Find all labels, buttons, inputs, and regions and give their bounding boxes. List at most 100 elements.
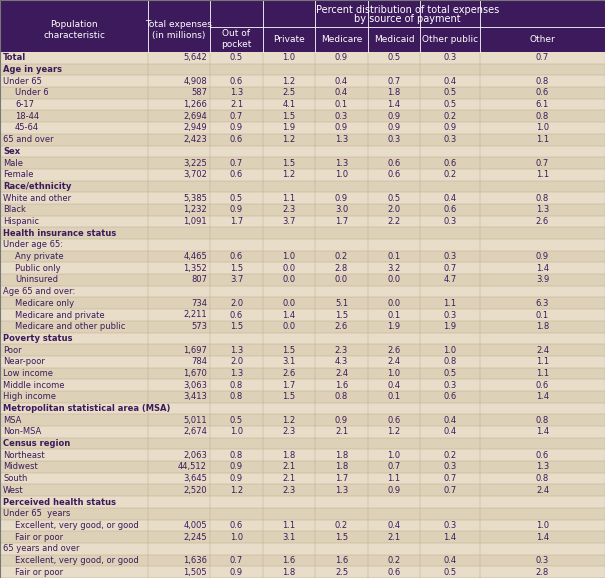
Text: 1.3: 1.3 <box>536 205 549 214</box>
Bar <box>0 204 605 216</box>
Text: 1.2: 1.2 <box>283 171 296 179</box>
Text: 1.8: 1.8 <box>335 462 348 472</box>
Bar <box>0 438 605 450</box>
Bar <box>0 321 605 332</box>
Text: 1.3: 1.3 <box>335 486 348 495</box>
Text: 0.7: 0.7 <box>443 264 457 273</box>
Text: 0.8: 0.8 <box>230 451 243 460</box>
Text: Other: Other <box>529 35 555 43</box>
Text: 1.0: 1.0 <box>335 171 348 179</box>
Bar <box>0 286 605 298</box>
Text: West: West <box>3 486 24 495</box>
Text: 1,232: 1,232 <box>183 205 207 214</box>
Text: 5,011: 5,011 <box>183 416 207 425</box>
Text: Middle income: Middle income <box>3 381 65 390</box>
Text: 0.5: 0.5 <box>443 88 457 98</box>
Text: 2,694: 2,694 <box>183 112 207 121</box>
Text: Female: Female <box>3 171 33 179</box>
Text: High income: High income <box>3 392 56 401</box>
Text: 3.9: 3.9 <box>536 276 549 284</box>
Text: 1.3: 1.3 <box>536 462 549 472</box>
Text: 2.3: 2.3 <box>283 486 296 495</box>
Text: 1.2: 1.2 <box>283 416 296 425</box>
Text: Medicaid: Medicaid <box>374 35 414 43</box>
Text: 3.1: 3.1 <box>283 532 296 542</box>
Text: 1.5: 1.5 <box>283 392 296 401</box>
Text: 0.9: 0.9 <box>230 462 243 472</box>
Text: 1.1: 1.1 <box>536 357 549 366</box>
Text: 0.7: 0.7 <box>387 77 401 86</box>
Text: Total expenses
(in millions): Total expenses (in millions) <box>146 20 212 40</box>
Text: 1.8: 1.8 <box>536 322 549 331</box>
Text: 0.6: 0.6 <box>387 171 401 179</box>
Text: Non-MSA: Non-MSA <box>3 427 41 436</box>
Text: 0.0: 0.0 <box>387 276 401 284</box>
Text: 0.1: 0.1 <box>335 100 348 109</box>
Text: 1.9: 1.9 <box>443 322 457 331</box>
Text: 0.7: 0.7 <box>443 486 457 495</box>
Text: 1.4: 1.4 <box>387 100 401 109</box>
Text: 18-44: 18-44 <box>15 112 39 121</box>
Text: 1.0: 1.0 <box>536 521 549 530</box>
Text: 2.1: 2.1 <box>230 100 243 109</box>
Text: 3,413: 3,413 <box>183 392 207 401</box>
Text: Sex: Sex <box>3 147 20 156</box>
Text: 1.4: 1.4 <box>283 310 296 320</box>
Text: 0.6: 0.6 <box>443 158 457 168</box>
Text: 0.0: 0.0 <box>283 322 296 331</box>
Text: 2,520: 2,520 <box>183 486 207 495</box>
Text: 1.3: 1.3 <box>230 88 243 98</box>
Text: 3,225: 3,225 <box>183 158 207 168</box>
Text: 1.9: 1.9 <box>387 322 401 331</box>
Text: 0.7: 0.7 <box>230 158 243 168</box>
Text: 0.6: 0.6 <box>387 568 401 577</box>
Text: South: South <box>3 474 27 483</box>
Text: 1.6: 1.6 <box>283 556 296 565</box>
Text: 0.5: 0.5 <box>230 194 243 203</box>
Bar <box>0 496 605 508</box>
Text: 0.9: 0.9 <box>230 568 243 577</box>
Text: 2.2: 2.2 <box>387 217 401 226</box>
Text: Under age 65:: Under age 65: <box>3 240 63 249</box>
Text: 0.6: 0.6 <box>230 521 243 530</box>
Text: 3,702: 3,702 <box>183 171 207 179</box>
Bar <box>0 99 605 110</box>
Text: 1.1: 1.1 <box>536 135 549 144</box>
Text: 0.5: 0.5 <box>230 53 243 62</box>
Text: 2.5: 2.5 <box>335 568 348 577</box>
Text: 5.1: 5.1 <box>335 299 348 308</box>
Text: Other public: Other public <box>422 35 478 43</box>
Text: 1.5: 1.5 <box>283 112 296 121</box>
Text: 2,211: 2,211 <box>183 310 207 320</box>
Text: 1.0: 1.0 <box>283 53 296 62</box>
Text: 0.7: 0.7 <box>443 474 457 483</box>
Text: Northeast: Northeast <box>3 451 45 460</box>
Text: 0.3: 0.3 <box>443 462 457 472</box>
Text: Low income: Low income <box>3 369 53 378</box>
Text: 2.3: 2.3 <box>283 205 296 214</box>
Bar <box>0 391 605 403</box>
Text: by source of payment: by source of payment <box>354 14 461 24</box>
Text: 0.6: 0.6 <box>443 205 457 214</box>
Text: 1.4: 1.4 <box>536 264 549 273</box>
Text: 0.3: 0.3 <box>443 521 457 530</box>
Text: 0.6: 0.6 <box>387 158 401 168</box>
Bar <box>0 216 605 227</box>
Text: Fair or poor: Fair or poor <box>15 568 63 577</box>
Text: 2.1: 2.1 <box>283 474 296 483</box>
Text: 0.6: 0.6 <box>536 88 549 98</box>
Text: 44,512: 44,512 <box>178 462 207 472</box>
Text: 1,670: 1,670 <box>183 369 207 378</box>
Text: 6.1: 6.1 <box>536 100 549 109</box>
Text: 0.0: 0.0 <box>387 299 401 308</box>
Text: 0.3: 0.3 <box>443 310 457 320</box>
Text: 1.3: 1.3 <box>230 346 243 354</box>
Text: 0.2: 0.2 <box>443 112 457 121</box>
Text: 0.3: 0.3 <box>443 53 457 62</box>
Text: Male: Male <box>3 158 23 168</box>
Bar <box>0 157 605 169</box>
Text: 0.9: 0.9 <box>387 112 401 121</box>
Text: 45-64: 45-64 <box>15 124 39 132</box>
Text: Medicare only: Medicare only <box>15 299 74 308</box>
Text: 0.6: 0.6 <box>536 451 549 460</box>
